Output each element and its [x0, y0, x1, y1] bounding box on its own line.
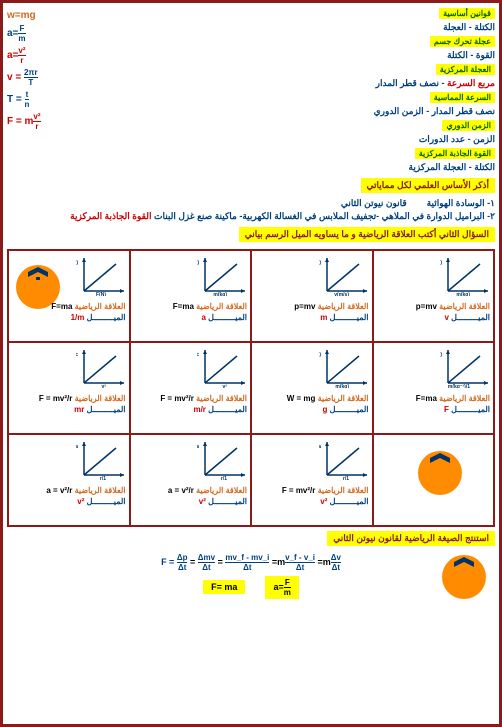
svg-text:P(kg.m/s): P(kg.m/s) [319, 260, 321, 266]
t-v2: مربع السرعة [447, 78, 495, 88]
svg-text:a(m/s²): a(m/s²) [440, 352, 442, 358]
f-av2r: a=v²r [7, 46, 303, 65]
svg-text:a(m/s²): a(m/s²) [76, 260, 78, 266]
svg-text:v(m/s): v(m/s) [334, 292, 349, 296]
svg-text:a: a [197, 444, 199, 450]
hl-6: القوة الجاذبة المركزية [415, 148, 495, 159]
t-n: عدد الدورات [419, 134, 465, 144]
grid-cell-5: w(N)m(kg)العلاقة الرياضية W = mgالميــــ… [251, 342, 373, 434]
grid-cell-3: a(m/s²)F(N)العلاقة الرياضية F=maالميــــ… [8, 250, 130, 342]
graph-3: a(m/s²) F(N) [76, 256, 126, 296]
hl-3: العجلة المركزية [436, 64, 495, 75]
graph-1: P(kg.m/s) v(m/s) [319, 256, 369, 296]
grid-cell-6: F_cv²العلاقة الرياضية F = mv²/rالميـــــ… [130, 342, 252, 434]
f-wmg: w=mg [7, 10, 303, 21]
svg-text:F(N): F(N) [197, 260, 199, 266]
section-basis: أذكر الأساس العلمي لكل مماياتي [361, 178, 495, 193]
f-fc: F = mv²r [7, 112, 303, 131]
t-radius: نصف قطر المدار [376, 78, 439, 88]
svg-text:m(kg): m(kg) [213, 292, 227, 296]
t-period: الزمن الدوري [374, 106, 424, 116]
svg-text:v²: v² [223, 384, 228, 388]
svg-text:P(kg.m/s): P(kg.m/s) [440, 260, 442, 266]
q2: ٢- البراميل الدوارة في الملاهي -تجفيف ال… [154, 211, 495, 221]
section-q3: السؤال الثاني أكتب العلاقة الرياضية و ما… [239, 227, 495, 242]
section-derive: استنتج الصيغة الرياضية لقانون نيوتن الثا… [327, 531, 495, 546]
grid-cell-1: P(kg.m/s)v(m/s)العلاقة الرياضية p=mvالمي… [251, 250, 373, 342]
graph-11: a 1/r [76, 440, 126, 480]
svg-text:v²: v² [101, 384, 106, 388]
box-fma: F= ma [203, 580, 245, 594]
hl-5: الزمن الدوري [442, 120, 495, 131]
svg-text:a: a [319, 444, 321, 450]
svg-text:1/r: 1/r [99, 476, 105, 480]
q1: ١- الوسادة الهوائية [427, 198, 495, 208]
grid-cell-4: a(m/s²)1/m(kg⁻¹)العلاقة الرياضية F=maالم… [373, 342, 495, 434]
f-afm: a=Fm [7, 24, 303, 43]
graph-4: a(m/s²) 1/m(kg⁻¹) [440, 348, 490, 388]
svg-text:1/m(kg⁻¹): 1/m(kg⁻¹) [448, 384, 470, 388]
graph-0: P(kg.m/s) m(kg) [440, 256, 490, 296]
f-v: v = 2πrT [7, 68, 303, 87]
svg-text:F(N): F(N) [96, 292, 106, 296]
svg-text:m(kg): m(kg) [456, 292, 470, 296]
grid-cell-8 [373, 434, 495, 526]
t-ac: العجلة المركزية [409, 162, 467, 172]
graph-5: w(N) m(kg) [319, 348, 369, 388]
grid-cell-2: F(N)m(kg)العلاقة الرياضية F=maالميــــــ… [130, 250, 252, 342]
t-time: الزمن [473, 134, 495, 144]
t-mass: الكتلة - العجلة [443, 22, 495, 32]
svg-text:1/r: 1/r [221, 476, 227, 480]
relation-grid: P(kg.m/s)m(kg)العلاقة الرياضية p=mvالميـ… [7, 249, 495, 527]
graph-6: F_c v² [197, 348, 247, 388]
svg-text:m(kg): m(kg) [335, 384, 349, 388]
t-force: القوة - الكتلة [447, 50, 495, 60]
q1-ans: قانون نيوتن الثاني [341, 198, 407, 208]
q2-ans: القوة الجاذبة المركزية [70, 211, 151, 221]
logo-2 [434, 552, 494, 602]
graph-2: F(N) m(kg) [197, 256, 247, 296]
derivation: F = ΔpΔt = ΔmvΔt = mv_f - mv_iΔt =mv_f -… [7, 553, 495, 572]
svg-text:F_c: F_c [197, 352, 199, 358]
hl-2: عجلة تحرك جسم [430, 36, 495, 47]
graph-9: a 1/r [319, 440, 369, 480]
svg-text:F_c: F_c [76, 352, 78, 358]
t-m2: الكتلة [474, 162, 495, 172]
svg-text:a: a [76, 444, 78, 450]
f-t: T = tn [7, 90, 303, 109]
svg-text:w(N): w(N) [319, 352, 321, 358]
hl-4: السرعة المماسية [430, 92, 495, 103]
svg-text:1/r: 1/r [342, 476, 348, 480]
grid-cell-11: a1/rالعلاقة الرياضية a = v²/rالميـــــــ… [8, 434, 130, 526]
graph-10: a 1/r [197, 440, 247, 480]
hl-1: قوانين أساسية [439, 8, 495, 19]
t-r2: نصف قطر المدار [432, 106, 495, 116]
grid-cell-9: a1/rالعلاقة الرياضية F = mv²/rالميــــــ… [251, 434, 373, 526]
grid-cell-10: a1/rالعلاقة الرياضية a = v²/rالميـــــــ… [130, 434, 252, 526]
box-afm: a=Fm [265, 576, 298, 599]
grid-cell-0: P(kg.m/s)m(kg)العلاقة الرياضية p=mvالميـ… [373, 250, 495, 342]
graph-7: F_c v² [76, 348, 126, 388]
grid-cell-7: F_cv²العلاقة الرياضية F = mv²/rالميـــــ… [8, 342, 130, 434]
